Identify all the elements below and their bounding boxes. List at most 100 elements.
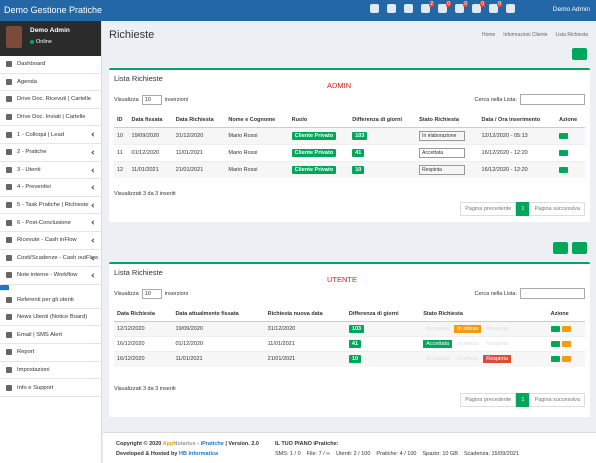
status-button[interactable]: Accettata <box>426 326 450 332</box>
menu-icon <box>6 314 12 321</box>
link[interactable]: HB Informatica <box>178 451 219 457</box>
edit-button[interactable] <box>561 356 571 363</box>
icon[interactable]: 0 <box>438 1 451 13</box>
column-header[interactable]: Stato Richiesta <box>416 113 479 128</box>
column-header[interactable]: Data / Ora inserimento <box>478 113 557 128</box>
column-header[interactable]: Data attualmente fissata <box>172 307 265 322</box>
page-button[interactable]: Pagina precedente <box>460 202 517 216</box>
page-button[interactable]: Pagina successiva <box>529 393 585 407</box>
table-row: 16/12/2020 11/01/2021 21/01/2021 10 Accettat… <box>114 351 585 367</box>
menu-item[interactable]: 5 - Task Pratiche | Richieste <box>0 197 101 215</box>
brand[interactable]: Demo Gestione Pratiche <box>4 5 103 15</box>
column-header[interactable]: Stato Richiesta <box>420 307 548 322</box>
status-button[interactable]: In attesa <box>454 325 482 333</box>
view-button[interactable] <box>550 325 560 332</box>
top-user[interactable]: Demo Admin <box>552 6 590 13</box>
menu-item[interactable]: Email | SMS Alert <box>0 326 101 345</box>
column-header[interactable]: Nome e Cognome <box>225 113 289 128</box>
icon[interactable] <box>506 4 515 13</box>
column-header[interactable]: Data Richiesta <box>114 307 173 322</box>
menu-item[interactable]: Referenti per gli utenti <box>0 291 101 309</box>
status-button[interactable]: Respinta <box>486 341 508 347</box>
menu-label: 4 - Preventivi <box>17 184 51 191</box>
search-input[interactable] <box>520 288 585 299</box>
menu-item[interactable]: Ricevute - Cash inFlow <box>0 232 101 250</box>
icon[interactable] <box>387 4 396 13</box>
view-button[interactable] <box>550 356 560 363</box>
status-button[interactable]: In attesa <box>457 356 479 363</box>
add-button[interactable] <box>572 48 587 60</box>
icon[interactable] <box>370 4 379 13</box>
menu-item[interactable]: 4 - Preventivi <box>0 179 101 197</box>
view-button[interactable] <box>572 242 587 254</box>
column-header[interactable]: Data Richiesta <box>172 113 226 128</box>
menu-item[interactable]: Info e Support <box>0 379 101 397</box>
column-header[interactable]: Ruolo <box>288 113 350 128</box>
menu-item[interactable]: News Utenti (Notice Board) <box>0 309 101 327</box>
cell-text: Mario Rossi <box>228 150 258 156</box>
status-select[interactable]: In elaborazione <box>419 131 466 141</box>
edit-button[interactable] <box>561 340 571 347</box>
menu-item[interactable]: Agenda <box>0 74 101 92</box>
icon[interactable]: 0 <box>455 1 468 13</box>
column-header[interactable]: Differenza di giorni <box>345 307 421 322</box>
view-button[interactable] <box>550 340 560 347</box>
column-header[interactable]: Data fissata <box>128 113 173 128</box>
menu-item[interactable]: Report <box>0 344 101 362</box>
status-button[interactable]: Accettata <box>423 340 453 348</box>
column-header[interactable]: Richiesta nuova data <box>264 307 346 322</box>
status-select[interactable]: Respinta <box>419 165 466 175</box>
edit-button[interactable] <box>561 325 571 332</box>
page-size-select[interactable]: 10 <box>141 289 162 299</box>
cell-text: 11 <box>117 150 123 156</box>
breadcrumb-item: Lista Richiesta <box>555 32 588 38</box>
add-button[interactable] <box>553 242 568 254</box>
page-button[interactable]: 1 <box>516 202 530 216</box>
menu-item[interactable]: 2 - Pratiche <box>0 144 101 162</box>
column-header[interactable]: Azione <box>547 307 585 322</box>
header-row: ID Data fissata Data Richiesta Nome e Cogno… <box>114 113 585 128</box>
panel-tag: ADMIN <box>327 81 352 90</box>
cell-text: 01/12/2020 <box>131 150 160 156</box>
column-header[interactable]: ID <box>114 113 129 128</box>
menu-item[interactable]: 6 - Post-Conclusione <box>0 214 101 232</box>
status-button[interactable]: Accettata <box>426 356 450 363</box>
menu-item[interactable]: Richieste ricevute <box>0 284 35 297</box>
icon[interactable]: 0 <box>472 1 485 13</box>
view-button[interactable] <box>559 166 569 173</box>
search-input[interactable] <box>520 94 585 105</box>
page-button[interactable]: 1 <box>516 393 530 407</box>
column-header[interactable]: Azione <box>556 113 585 128</box>
page-size-select[interactable]: 10 <box>141 95 162 105</box>
menu-label: Referenti per gli utenti <box>17 296 74 303</box>
menu-item[interactable]: Impostazioni <box>0 362 101 380</box>
status-button[interactable]: Respinta <box>486 326 508 332</box>
status-button[interactable]: Respinta <box>483 355 511 364</box>
menu-item[interactable]: 3 - Utenti <box>0 162 101 180</box>
menu-label: Info e Support <box>17 384 54 391</box>
page-button[interactable]: Pagina precedente <box>460 393 517 407</box>
menu-item[interactable]: Note interne - Workflow <box>0 267 101 285</box>
cell: Accettata In attesa Respinta <box>420 321 548 337</box>
menu-item[interactable]: 1 - Colloqui | Lead <box>0 126 101 144</box>
breadcrumb-item[interactable]: Home <box>481 32 496 38</box>
view-button[interactable] <box>559 149 569 156</box>
icon[interactable]: 0 <box>489 1 502 13</box>
menu-item[interactable]: Dashboard <box>0 56 101 74</box>
page-button[interactable]: Pagina successiva <box>529 202 585 216</box>
icon[interactable] <box>404 4 413 13</box>
menu-item[interactable]: Drive Doc. Inviati | Cartelle <box>0 109 101 127</box>
cell: 11/01/2021 <box>264 336 346 352</box>
menu-item[interactable]: Costi/Scadenze - Cash outFlow <box>0 250 101 268</box>
cell: 16/12/2020 - 12:20 <box>478 144 557 162</box>
menu-item[interactable]: Drive Doc. Ricevuti | Cartelle <box>0 91 101 109</box>
icon[interactable]: 2 <box>421 1 434 13</box>
search-label: Cerca nella Lista: <box>474 96 518 103</box>
breadcrumb-item[interactable]: Informazioni Cliente <box>503 32 548 38</box>
column-header[interactable]: Differenza di giorni <box>349 113 417 128</box>
menu-label: Ricevute - Cash inFlow <box>17 237 77 244</box>
status-select[interactable]: Accettata <box>419 148 466 158</box>
actions <box>556 161 585 178</box>
view-button[interactable] <box>559 132 569 139</box>
status-button[interactable]: In attesa <box>457 341 479 347</box>
